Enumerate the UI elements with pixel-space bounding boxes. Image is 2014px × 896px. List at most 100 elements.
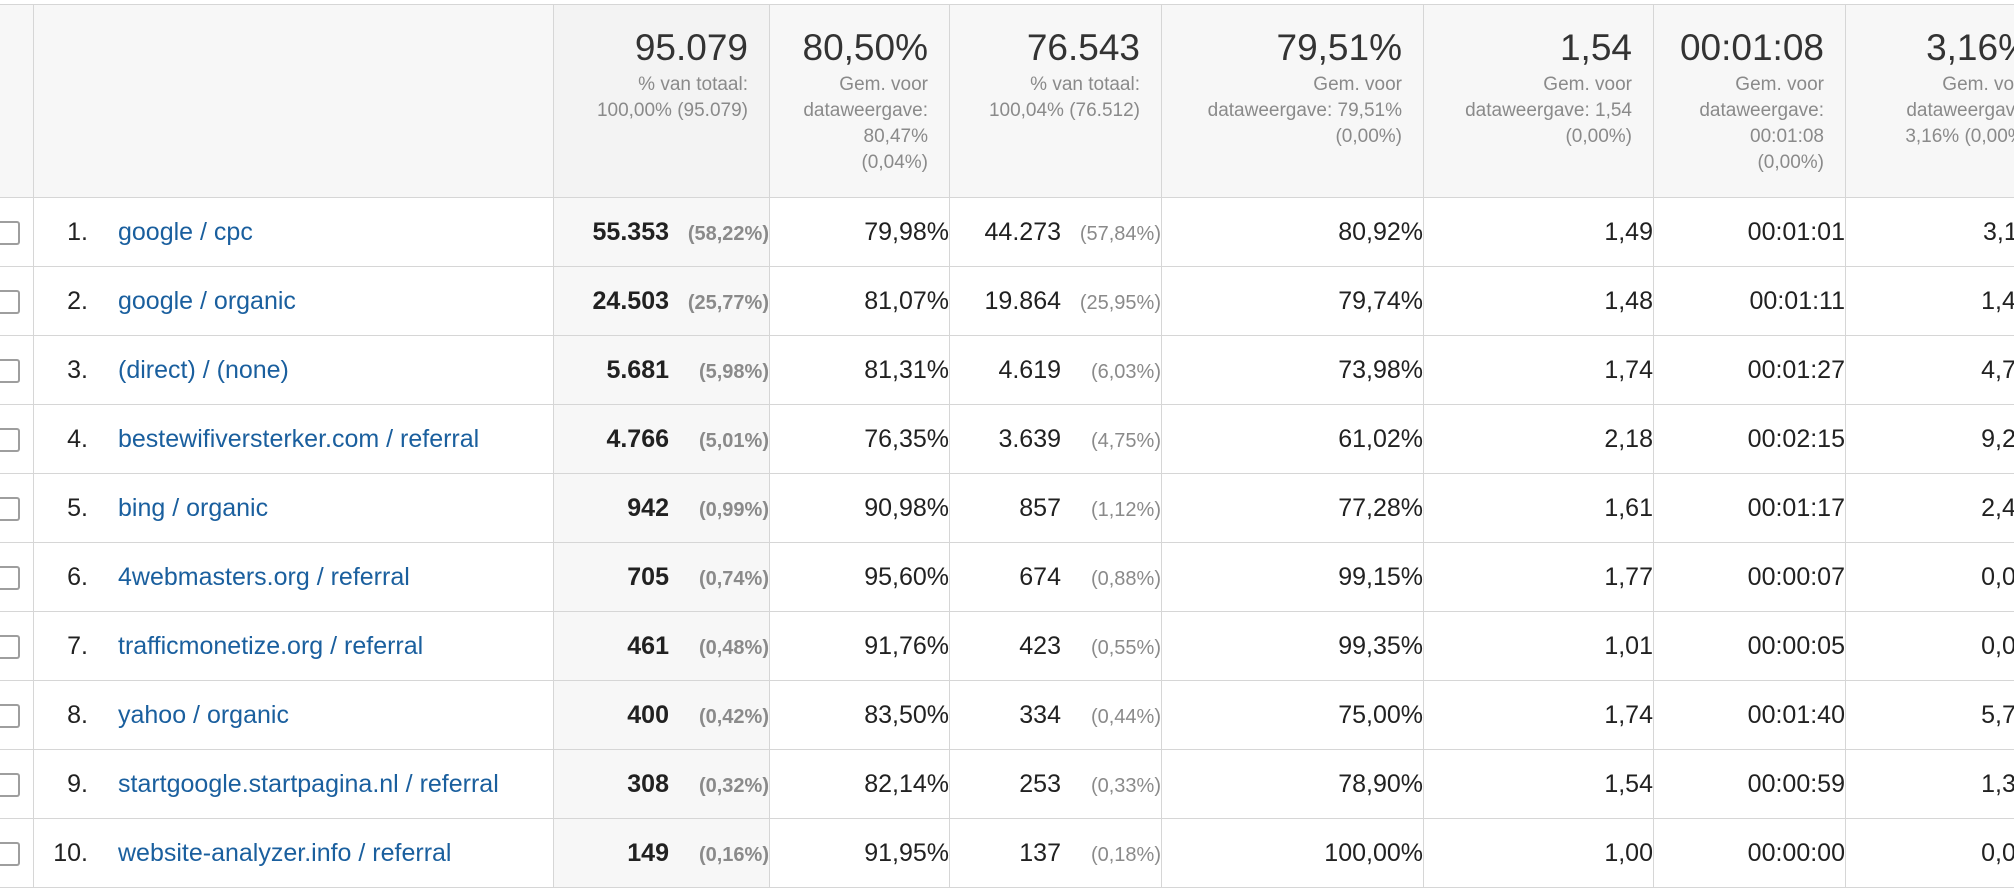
summary-totals-row: 95.079 % van totaal: 100,00% (95.079) 80…: [0, 4, 2014, 198]
summary-sub-line: (0,00%): [1757, 152, 1824, 173]
row-sessions-pct: (0,16%): [698, 843, 769, 866]
row-rank: 4.: [67, 424, 88, 453]
row-select-cell: [0, 818, 34, 888]
row-new-users-cell: 19.864 (25,95%): [949, 266, 1162, 336]
source-medium-link[interactable]: bestewifiversterker.com / referral: [118, 424, 480, 453]
row-select-cell: [0, 404, 34, 474]
row-checkbox[interactable]: [0, 634, 20, 659]
row-checkbox[interactable]: [0, 565, 20, 590]
summary-sub-line: Gem. voor: [1313, 74, 1402, 95]
summary-conversion-rate-value: 3,16%: [1926, 27, 2014, 68]
row-new-users-pct: (0,33%): [1090, 774, 1161, 797]
row-rank: 6.: [67, 562, 88, 591]
summary-pages-per-session: 1,54 Gem. voor dataweergave: 1,54 (0,00%…: [1423, 4, 1654, 198]
source-medium-link[interactable]: bing / organic: [118, 493, 269, 522]
row-new-users-cell: 334 (0,44%): [949, 680, 1162, 750]
row-checkbox[interactable]: [0, 289, 20, 314]
row-checkbox[interactable]: [0, 220, 20, 245]
source-medium-link[interactable]: (direct) / (none): [118, 355, 289, 384]
row-new-users-value: 19.864: [984, 286, 1061, 315]
table-row: 8. yahoo / organic 400 (0,42%) 83,50% 334 (…: [0, 680, 2014, 750]
row-bounce-rate: 73,98%: [1161, 335, 1424, 405]
row-sessions-value: 400: [627, 700, 669, 729]
row-new-sessions-pct: 91,95%: [769, 818, 950, 888]
row-new-users-value: 423: [1019, 631, 1061, 660]
summary-dimension-cell: [33, 4, 554, 198]
row-avg-session-duration: 00:01:27: [1653, 335, 1846, 405]
summary-avg-session-duration-value: 00:01:08: [1679, 27, 1824, 68]
row-pages-per-session: 1,49: [1423, 197, 1654, 267]
source-medium-link[interactable]: 4webmasters.org / referral: [118, 562, 410, 591]
source-medium-link[interactable]: startgoogle.startpagina.nl / referral: [118, 769, 499, 798]
row-select-cell: [0, 335, 34, 405]
row-select-cell: [0, 542, 34, 612]
row-dimension-cell: 2. google / organic: [33, 266, 554, 336]
row-conversion-rate: 0,00%: [1845, 542, 2014, 612]
source-medium-link[interactable]: website-analyzer.info / referral: [118, 838, 452, 867]
summary-sub-line: 80,47%: [863, 126, 928, 147]
row-avg-session-duration: 00:00:07: [1653, 542, 1846, 612]
summary-sub-line: Gem. voor: [1942, 74, 2014, 95]
row-new-sessions-pct: 82,14%: [769, 749, 950, 819]
row-select-cell: [0, 611, 34, 681]
row-pages-per-session: 1,48: [1423, 266, 1654, 336]
source-medium-link[interactable]: google / organic: [118, 286, 296, 315]
row-sessions-cell: 705 (0,74%): [553, 542, 770, 612]
row-avg-session-duration: 00:01:17: [1653, 473, 1846, 543]
row-new-users-value: 674: [1019, 562, 1061, 591]
row-dimension-cell: 7. trafficmonetize.org / referral: [33, 611, 554, 681]
row-pages-per-session: 1,01: [1423, 611, 1654, 681]
row-new-users-value: 44.273: [984, 217, 1061, 246]
row-conversion-rate: 5,75%: [1845, 680, 2014, 750]
row-new-users-pct: (4,75%): [1090, 429, 1161, 452]
row-avg-session-duration: 00:01:11: [1653, 266, 1846, 336]
row-checkbox[interactable]: [0, 841, 20, 866]
summary-pages-per-session-sub: Gem. voor dataweergave: 1,54 (0,00%): [1425, 72, 1632, 150]
row-rank: 5.: [67, 493, 88, 522]
row-select-cell: [0, 680, 34, 750]
row-new-users-value: 3.639: [998, 424, 1061, 453]
row-new-users-value: 334: [1019, 700, 1061, 729]
summary-new-users-sub: % van totaal: 100,04% (76.512): [951, 72, 1140, 124]
summary-sessions-value: 95.079: [634, 27, 748, 68]
summary-bounce-rate: 79,51% Gem. voor dataweergave: 79,51% (0…: [1161, 4, 1424, 198]
source-medium-link[interactable]: trafficmonetize.org / referral: [118, 631, 424, 660]
row-dimension-cell: 1. google / cpc: [33, 197, 554, 267]
summary-sub-line: dataweergave: 1,54: [1465, 100, 1632, 121]
row-dimension-cell: 5. bing / organic: [33, 473, 554, 543]
row-checkbox[interactable]: [0, 703, 20, 728]
row-pages-per-session: 1,77: [1423, 542, 1654, 612]
summary-sub-line: 100,00% (95.079): [596, 100, 748, 121]
source-medium-link[interactable]: google / cpc: [118, 217, 253, 246]
row-checkbox[interactable]: [0, 496, 20, 521]
row-new-sessions-pct: 76,35%: [769, 404, 950, 474]
summary-sub-line: dataweergave:: [1699, 100, 1824, 121]
row-dimension-cell: 8. yahoo / organic: [33, 680, 554, 750]
summary-sub-line: (0,04%): [861, 152, 928, 173]
row-sessions-pct: (0,48%): [698, 636, 769, 659]
summary-sessions: 95.079 % van totaal: 100,00% (95.079): [553, 4, 770, 198]
row-new-users-pct: (25,95%): [1079, 291, 1161, 314]
row-select-cell: [0, 197, 34, 267]
row-new-users-pct: (6,03%): [1090, 360, 1161, 383]
row-checkbox[interactable]: [0, 772, 20, 797]
table-row: 3. (direct) / (none) 5.681 (5,98%) 81,31% …: [0, 335, 2014, 405]
row-checkbox[interactable]: [0, 358, 20, 383]
table-row: 2. google / organic 24.503 (25,77%) 81,07%…: [0, 266, 2014, 336]
source-medium-link[interactable]: yahoo / organic: [118, 700, 289, 729]
row-new-sessions-pct: 95,60%: [769, 542, 950, 612]
row-sessions-cell: 55.353 (58,22%): [553, 197, 770, 267]
table-row: 10. website-analyzer.info / referral 149 (…: [0, 818, 2014, 888]
row-sessions-pct: (25,77%): [687, 291, 769, 314]
row-checkbox[interactable]: [0, 427, 20, 452]
row-avg-session-duration: 00:00:59: [1653, 749, 1846, 819]
summary-sub-line: 3,16% (0,00%): [1905, 126, 2014, 147]
row-sessions-cell: 400 (0,42%): [553, 680, 770, 750]
summary-conversion-rate-sub: Gem. voor dataweergave: 3,16% (0,00%): [1847, 72, 2014, 150]
row-conversion-rate: 0,00%: [1845, 611, 2014, 681]
row-conversion-rate: 2,44%: [1845, 473, 2014, 543]
summary-bounce-rate-value: 79,51%: [1276, 27, 1403, 68]
row-sessions-pct: (0,99%): [698, 498, 769, 521]
summary-new-sessions-pct-value: 80,50%: [802, 27, 929, 68]
row-new-users-cell: 44.273 (57,84%): [949, 197, 1162, 267]
